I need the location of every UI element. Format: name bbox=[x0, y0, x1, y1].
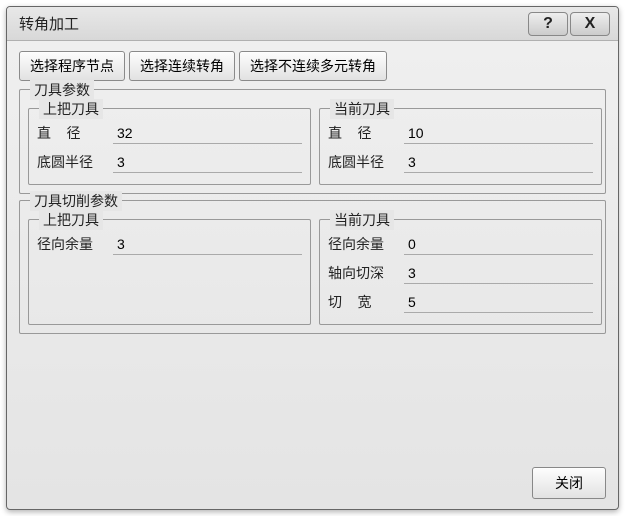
cutting-prev-radial-stock-row: 径向余量 bbox=[37, 231, 302, 257]
prev-tool-diameter-row: 直 径 bbox=[37, 120, 302, 146]
tool-params-group: 刀具参数 上把刀具 直 径 底圆半径 当前刀具 bbox=[19, 89, 606, 194]
select-discontinuous-multi-corner-button[interactable]: 选择不连续多元转角 bbox=[239, 51, 387, 81]
select-continuous-corner-button[interactable]: 选择连续转角 bbox=[129, 51, 235, 81]
current-tool-group: 当前刀具 直 径 底圆半径 bbox=[319, 108, 602, 185]
cutting-params-columns: 上把刀具 径向余量 当前刀具 径向余量 轴向切深 bbox=[28, 211, 597, 325]
cutting-current-axial-depth-label: 轴向切深 bbox=[328, 263, 404, 283]
tool-params-title: 刀具参数 bbox=[30, 80, 94, 100]
help-button[interactable]: ? bbox=[528, 12, 568, 36]
prev-tool-corner-radius-row: 底圆半径 bbox=[37, 149, 302, 175]
cutting-prev-tool-title: 上把刀具 bbox=[39, 210, 103, 230]
cutting-current-cut-width-label: 切 宽 bbox=[328, 292, 404, 312]
current-tool-diameter-label: 直 径 bbox=[328, 123, 404, 143]
close-icon: X bbox=[585, 15, 596, 33]
current-tool-corner-radius-row: 底圆半径 bbox=[328, 149, 593, 175]
titlebar-close-button[interactable]: X bbox=[570, 12, 610, 36]
cutting-current-radial-stock-input[interactable] bbox=[404, 234, 593, 255]
cutting-current-cut-width-input[interactable] bbox=[404, 292, 593, 313]
cutting-current-radial-stock-row: 径向余量 bbox=[328, 231, 593, 257]
cutting-params-group: 刀具切削参数 上把刀具 径向余量 当前刀具 径向余量 bbox=[19, 200, 606, 334]
cutting-current-axial-depth-input[interactable] bbox=[404, 263, 593, 284]
cutting-prev-radial-stock-label: 径向余量 bbox=[37, 234, 113, 254]
dialog-content: 选择程序节点 选择连续转角 选择不连续多元转角 刀具参数 上把刀具 直 径 底圆… bbox=[7, 41, 618, 509]
titlebar: 转角加工 ? X bbox=[7, 7, 618, 41]
prev-tool-corner-radius-label: 底圆半径 bbox=[37, 152, 113, 172]
cutting-current-radial-stock-label: 径向余量 bbox=[328, 234, 404, 254]
select-program-node-button[interactable]: 选择程序节点 bbox=[19, 51, 125, 81]
current-tool-corner-radius-label: 底圆半径 bbox=[328, 152, 404, 172]
prev-tool-diameter-input[interactable] bbox=[113, 123, 302, 144]
cutting-prev-tool-group: 上把刀具 径向余量 bbox=[28, 219, 311, 325]
dialog-footer: 关闭 bbox=[19, 459, 606, 499]
tool-params-columns: 上把刀具 直 径 底圆半径 当前刀具 直 径 bbox=[28, 100, 597, 185]
titlebar-buttons: ? X bbox=[528, 12, 610, 36]
prev-tool-group: 上把刀具 直 径 底圆半径 bbox=[28, 108, 311, 185]
cutting-current-axial-depth-row: 轴向切深 bbox=[328, 260, 593, 286]
close-button[interactable]: 关闭 bbox=[532, 467, 606, 499]
current-tool-title: 当前刀具 bbox=[330, 99, 394, 119]
dialog-window: 转角加工 ? X 选择程序节点 选择连续转角 选择不连续多元转角 刀具参数 上把… bbox=[6, 6, 619, 510]
cutting-current-tool-group: 当前刀具 径向余量 轴向切深 切 宽 bbox=[319, 219, 602, 325]
current-tool-corner-radius-input[interactable] bbox=[404, 152, 593, 173]
window-title: 转角加工 bbox=[19, 13, 79, 34]
selection-button-row: 选择程序节点 选择连续转角 选择不连续多元转角 bbox=[19, 51, 606, 81]
prev-tool-title: 上把刀具 bbox=[39, 99, 103, 119]
cutting-params-title: 刀具切削参数 bbox=[30, 191, 122, 211]
cutting-prev-radial-stock-input[interactable] bbox=[113, 234, 302, 255]
current-tool-diameter-row: 直 径 bbox=[328, 120, 593, 146]
help-icon: ? bbox=[543, 15, 553, 33]
cutting-current-cut-width-row: 切 宽 bbox=[328, 289, 593, 315]
prev-tool-diameter-label: 直 径 bbox=[37, 123, 113, 143]
prev-tool-corner-radius-input[interactable] bbox=[113, 152, 302, 173]
cutting-current-tool-title: 当前刀具 bbox=[330, 210, 394, 230]
current-tool-diameter-input[interactable] bbox=[404, 123, 593, 144]
